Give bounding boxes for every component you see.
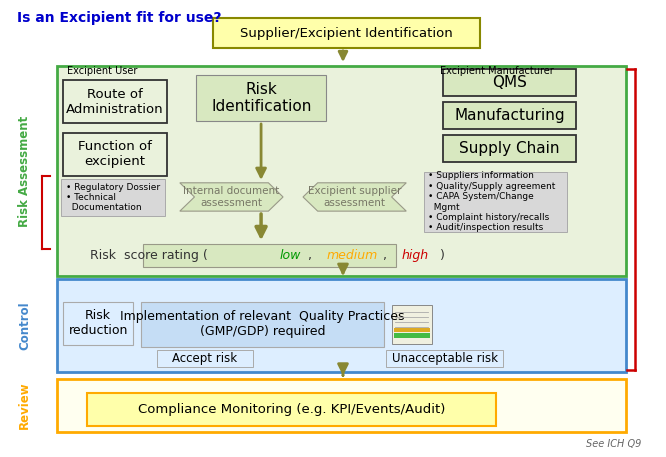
FancyBboxPatch shape [61, 179, 165, 216]
Text: • Regulatory Dossier
• Technical
  Documentation: • Regulatory Dossier • Technical Documen… [66, 182, 160, 213]
Text: Excipient Manufacturer: Excipient Manufacturer [440, 66, 553, 76]
Text: low: low [279, 249, 300, 262]
Text: Risk
Identification: Risk Identification [211, 82, 312, 114]
FancyBboxPatch shape [57, 279, 626, 372]
Text: Excipient supplier
assessment: Excipient supplier assessment [308, 186, 402, 208]
Text: Risk Assessment: Risk Assessment [18, 116, 31, 227]
Polygon shape [180, 183, 283, 211]
Text: Risk  score rating (: Risk score rating ( [90, 249, 208, 262]
Text: Control: Control [18, 301, 31, 350]
FancyBboxPatch shape [57, 379, 626, 432]
FancyBboxPatch shape [57, 66, 626, 276]
FancyBboxPatch shape [394, 333, 430, 338]
Text: Accept risk: Accept risk [172, 352, 237, 365]
Text: ,: , [308, 249, 316, 262]
FancyBboxPatch shape [63, 302, 133, 345]
Text: Manufacturing: Manufacturing [454, 108, 565, 123]
FancyBboxPatch shape [63, 133, 166, 176]
Text: See ICH Q9: See ICH Q9 [586, 439, 641, 449]
Text: Risk
reduction: Risk reduction [69, 309, 128, 337]
FancyBboxPatch shape [141, 302, 384, 347]
FancyBboxPatch shape [157, 350, 253, 367]
Text: Compliance Monitoring (e.g. KPI/Events/Audit): Compliance Monitoring (e.g. KPI/Events/A… [138, 403, 445, 416]
Text: medium: medium [326, 249, 378, 262]
Text: Route of
Administration: Route of Administration [66, 88, 164, 116]
FancyBboxPatch shape [386, 350, 503, 367]
Text: Unacceptable risk: Unacceptable risk [392, 352, 498, 365]
Text: Is an Excipient fit for use?: Is an Excipient fit for use? [17, 11, 221, 26]
FancyBboxPatch shape [392, 305, 432, 344]
Text: ,: , [383, 249, 391, 262]
Text: Supplier/Excipient Identification: Supplier/Excipient Identification [240, 27, 453, 40]
Text: Function of
excipient: Function of excipient [78, 140, 152, 168]
FancyBboxPatch shape [443, 102, 576, 129]
FancyBboxPatch shape [143, 244, 396, 267]
Text: Review: Review [18, 382, 31, 430]
FancyBboxPatch shape [443, 135, 576, 162]
Text: QMS: QMS [492, 75, 527, 90]
Text: ): ) [440, 249, 445, 262]
FancyBboxPatch shape [87, 393, 496, 426]
FancyBboxPatch shape [424, 172, 567, 232]
FancyBboxPatch shape [443, 69, 576, 96]
Text: Supply Chain: Supply Chain [460, 141, 559, 156]
FancyBboxPatch shape [63, 80, 166, 123]
FancyBboxPatch shape [394, 328, 430, 332]
Text: Excipient User: Excipient User [67, 66, 137, 76]
Text: Implementation of relevant  Quality Practices
(GMP/GDP) required: Implementation of relevant Quality Pract… [121, 310, 405, 339]
Text: high: high [402, 249, 429, 262]
Text: Internal document
assessment: Internal document assessment [183, 186, 280, 208]
FancyBboxPatch shape [213, 18, 480, 48]
Polygon shape [303, 183, 406, 211]
Text: • Suppliers information
• Quality/Supply agreement
• CAPA System/Change
  Mgmt
•: • Suppliers information • Quality/Supply… [428, 171, 555, 233]
FancyBboxPatch shape [196, 75, 326, 121]
